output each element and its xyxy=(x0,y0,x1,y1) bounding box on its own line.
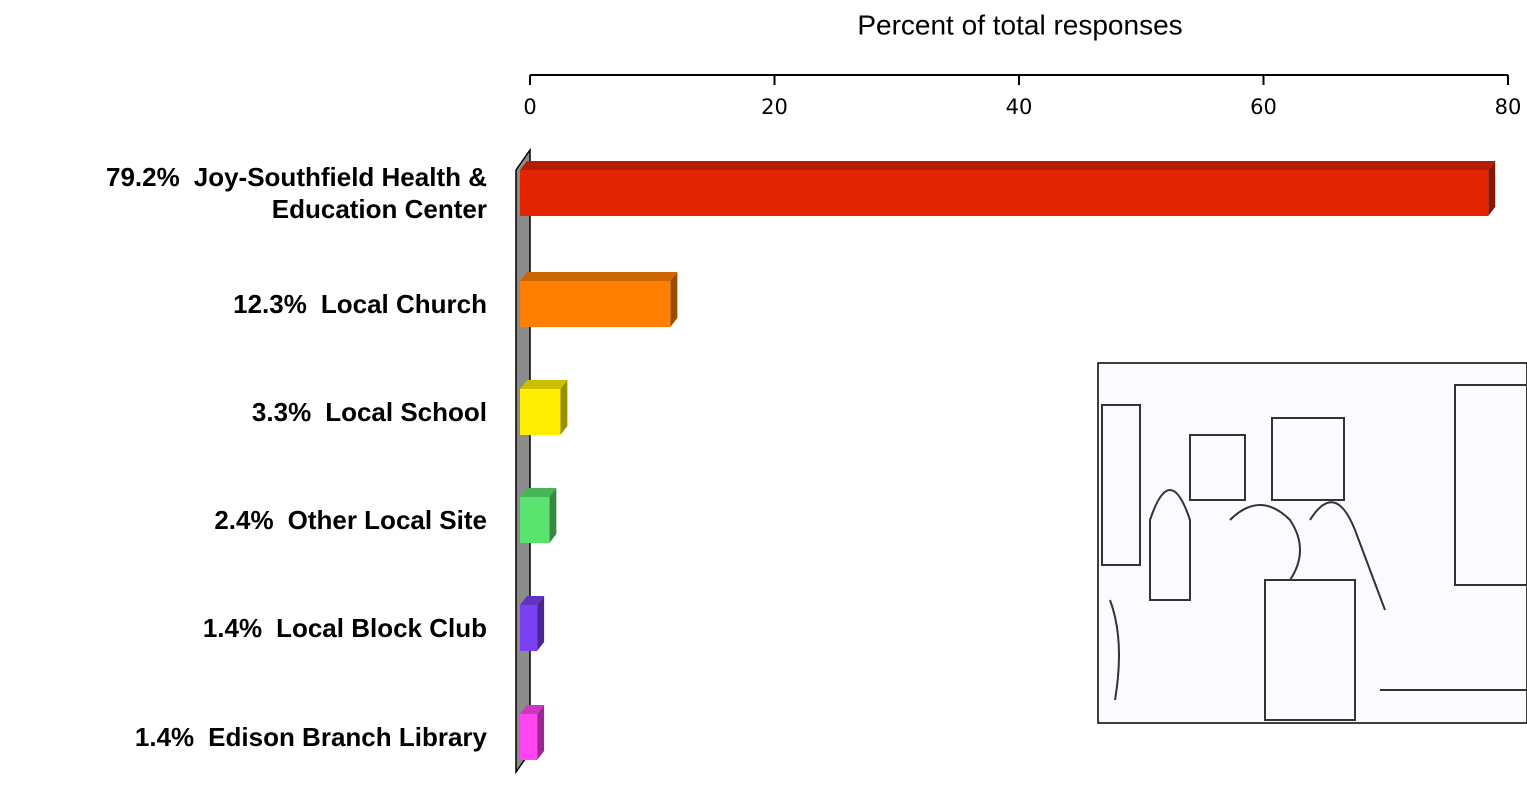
photo-sketch xyxy=(1101,384,1527,721)
category-name: Other Local Site xyxy=(287,505,487,535)
category-label: 1.4% Edison Branch Library xyxy=(7,721,487,753)
category-name: Local Church xyxy=(320,289,487,319)
category-name: Edison Branch Library xyxy=(208,722,487,752)
bar-side xyxy=(549,488,557,543)
bar-side xyxy=(1488,161,1496,216)
bar-top xyxy=(520,272,678,281)
bar-top xyxy=(520,596,545,605)
bar-side xyxy=(670,272,678,327)
bar xyxy=(520,714,538,760)
bar-top xyxy=(520,488,557,497)
value-label: 79.2% xyxy=(106,162,180,192)
x-tick-label: 60 xyxy=(1250,95,1277,119)
category-name: Local School xyxy=(325,397,487,427)
bar-wall xyxy=(515,147,531,775)
x-tick-label: 20 xyxy=(761,95,788,119)
bar-top xyxy=(520,161,1496,170)
bar-top xyxy=(520,380,568,389)
bar-top xyxy=(520,705,545,714)
bar-side xyxy=(560,380,568,435)
bar xyxy=(520,389,561,435)
value-label: 2.4% xyxy=(214,505,274,535)
category-label: 79.2% Joy-Southfield Health & Education C… xyxy=(7,161,487,225)
x-tick-label: 80 xyxy=(1495,95,1522,119)
value-label: 12.3% xyxy=(233,289,307,319)
category-label: 3.3% Local School xyxy=(7,396,487,428)
category-label: 1.4% Local Block Club xyxy=(7,612,487,644)
photo xyxy=(1097,362,1527,724)
category-label: 12.3% Local Church xyxy=(7,288,487,320)
bar xyxy=(520,281,671,327)
bar xyxy=(520,605,538,651)
bar-side xyxy=(537,705,545,760)
bar xyxy=(520,497,550,543)
bar xyxy=(520,170,1489,216)
x-tick-label: 40 xyxy=(1006,95,1033,119)
value-label: 3.3% xyxy=(251,397,312,427)
category-name: Local Block Club xyxy=(276,613,487,643)
value-label: 1.4% xyxy=(202,613,263,643)
bar-side xyxy=(537,596,545,651)
value-label: 1.4% xyxy=(134,722,195,752)
category-name: Joy-Southfield Health & Education Center xyxy=(193,162,487,224)
x-tick-label: 0 xyxy=(523,95,536,119)
axis-title: Percent of total responses xyxy=(857,9,1182,40)
category-label: 2.4% Other Local Site xyxy=(7,504,487,536)
